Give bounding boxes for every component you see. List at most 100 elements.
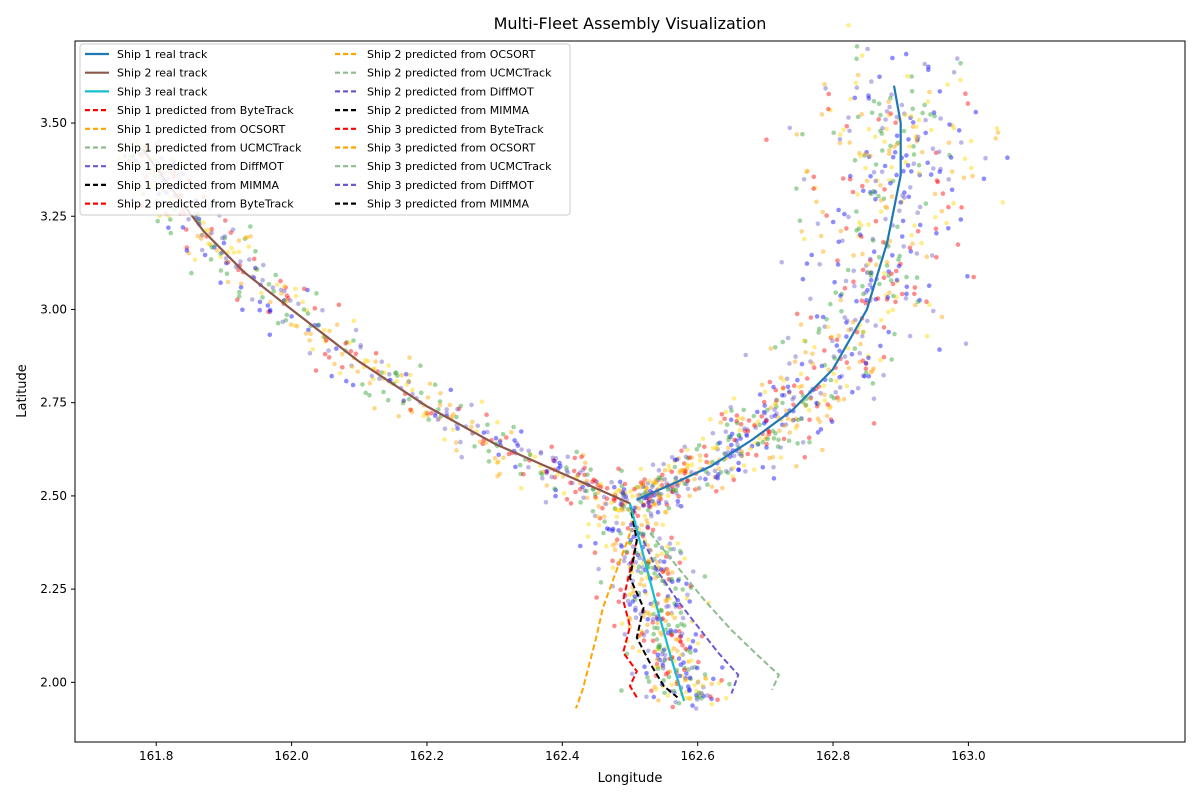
scatter-point (822, 324, 827, 330)
scatter-point (753, 425, 758, 431)
scatter-point (198, 236, 204, 241)
scatter-point (677, 468, 683, 474)
scatter-point (837, 375, 842, 380)
scatter-point (890, 253, 895, 258)
scatter-point (278, 278, 283, 284)
scatter-point (616, 528, 621, 533)
scatter-point (684, 689, 689, 695)
scatter-point (855, 385, 861, 391)
scatter-point (821, 383, 826, 389)
scatter-point (690, 639, 696, 644)
scatter-point (651, 611, 656, 617)
scatter-point (678, 639, 683, 644)
scatter-point (514, 441, 519, 446)
scatter-point (236, 249, 242, 255)
scatter-point (854, 298, 859, 304)
scatter-point (667, 541, 673, 546)
scatter-point (705, 482, 710, 487)
scatter-point (645, 525, 651, 531)
scatter-point (703, 476, 708, 482)
scatter-point (928, 112, 933, 117)
scatter-point (879, 169, 885, 175)
scatter-point (665, 487, 671, 492)
scatter-point (840, 238, 845, 244)
scatter-point (655, 652, 661, 658)
scatter-point (526, 448, 531, 454)
scatter-point (715, 475, 720, 481)
scatter-point (669, 629, 674, 635)
scatter-point (572, 455, 578, 461)
scatter-point (917, 204, 923, 210)
scatter-point (835, 262, 841, 267)
scatter-point (852, 158, 858, 163)
scatter-point (322, 351, 328, 357)
scatter-point (617, 479, 623, 485)
scatter-point (614, 514, 620, 520)
scatter-point (916, 162, 922, 168)
scatter-point (920, 110, 925, 116)
scatter-point (892, 331, 897, 337)
scatter-point (832, 279, 837, 285)
scatter-point (442, 437, 447, 442)
x-tick-label: 162.2 (410, 749, 444, 763)
scatter-point (834, 337, 840, 343)
scatter-point (863, 300, 868, 306)
scatter-point (914, 275, 920, 280)
scatter-point (845, 345, 851, 351)
scatter-point (358, 343, 364, 348)
scatter-point (401, 398, 407, 404)
x-tick-label: 162.8 (816, 749, 850, 763)
scatter-point (955, 242, 961, 247)
scatter-point (894, 294, 899, 300)
scatter-point (908, 115, 913, 121)
scatter-point (760, 439, 765, 445)
scatter-point (723, 469, 729, 474)
scatter-point (780, 393, 785, 398)
scatter-point (857, 359, 863, 365)
scatter-point (712, 475, 717, 480)
scatter-point (645, 617, 651, 622)
scatter-point (682, 468, 688, 474)
legend-entry: Ship 3 predicted from UCMCTrack (367, 160, 552, 173)
scatter-point (859, 298, 865, 304)
scatter-point (300, 299, 306, 305)
scatter-point (656, 644, 661, 650)
scatter-point (894, 141, 900, 147)
scatter-point (638, 485, 643, 490)
scatter-point (935, 179, 941, 185)
scatter-point (643, 486, 649, 492)
scatter-point (253, 265, 258, 271)
scatter-point (673, 637, 679, 642)
scatter-point (614, 537, 620, 542)
scatter-point (888, 111, 893, 116)
scatter-point (693, 706, 699, 711)
scatter-point (764, 445, 769, 450)
scatter-point (553, 493, 558, 499)
scatter-point (878, 112, 883, 118)
scatter-point (401, 399, 407, 404)
scatter-point (838, 293, 843, 299)
scatter-point (761, 409, 767, 415)
scatter-point (637, 555, 642, 561)
scatter-point (209, 245, 215, 250)
scatter-point (851, 253, 856, 258)
scatter-point (900, 193, 905, 198)
scatter-point (848, 173, 853, 179)
scatter-point (926, 64, 931, 70)
scatter-point (635, 513, 641, 519)
scatter-point (649, 688, 654, 694)
scatter-point (568, 501, 574, 506)
scatter-point (886, 309, 891, 315)
scatter-point (640, 565, 645, 570)
scatter-point (887, 290, 892, 296)
scatter-point (400, 400, 406, 406)
scatter-point (614, 507, 620, 513)
scatter-point (820, 447, 825, 453)
scatter-point (641, 531, 646, 537)
scatter-point (886, 178, 892, 183)
scatter-point (680, 615, 686, 621)
scatter-point (833, 378, 839, 384)
scatter-point (778, 455, 784, 460)
scatter-point (914, 124, 919, 130)
scatter-point (811, 174, 817, 180)
